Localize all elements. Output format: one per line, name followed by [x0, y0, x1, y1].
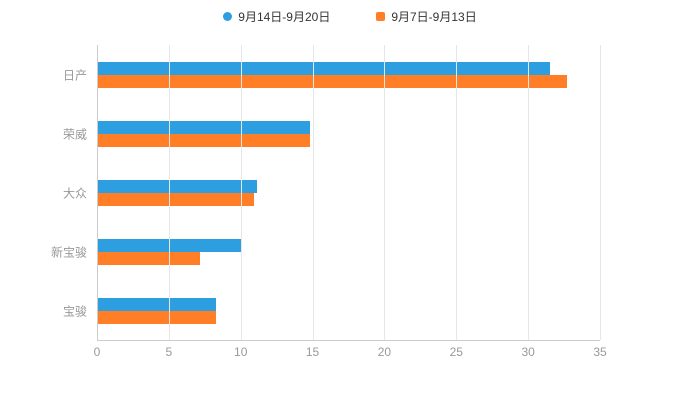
category-label: 大众 [62, 186, 87, 200]
category-row: 大众 [63, 163, 600, 222]
bar-9月7日-9月13日 [97, 192, 254, 206]
x-tick-label: 35 [593, 345, 607, 359]
legend-marker-orange-square-icon [376, 12, 386, 21]
category-label: 日产 [62, 68, 87, 82]
bar-9月7日-9月13日 [97, 74, 567, 88]
category-row: 宝骏 [63, 281, 600, 340]
x-tick-label: 25 [449, 345, 463, 359]
gridline [240, 45, 242, 340]
legend-marker-blue-circle-icon [223, 12, 233, 21]
bar-9月14日-9月20日 [97, 120, 310, 134]
bar-9月7日-9月13日 [97, 251, 201, 265]
category-row: 新宝骏 [51, 222, 600, 281]
plot-area: 日产荣威大众新宝骏宝骏 [51, 45, 601, 341]
bar-9月14日-9月20日 [97, 297, 217, 311]
category-label: 荣威 [62, 127, 87, 141]
bar-9月14日-9月20日 [97, 61, 550, 75]
bar-9月14日-9月20日 [97, 179, 257, 193]
x-tick-label: 5 [165, 345, 173, 359]
bar-9月7日-9月13日 [97, 310, 217, 324]
category-label: 新宝骏 [50, 245, 87, 259]
legend-label-week-sep7-13: 9月7日-9月13日 [391, 10, 477, 24]
chart-legend: 9月14日-9月20日 9月7日-9月13日 [0, 8, 700, 25]
x-tick-label: 20 [377, 345, 392, 359]
gridline [312, 45, 314, 340]
legend-item-week-sep7-13[interactable]: 9月7日-9月13日 [376, 8, 477, 25]
y-axis-line [97, 45, 98, 340]
x-tick-label: 15 [305, 345, 320, 359]
x-axis: 0 5 10 15 20 25 30 35 [93, 341, 607, 359]
gridline [384, 45, 386, 340]
legend-label-week-sep14-20: 9月14日-9月20日 [238, 10, 331, 24]
x-tick-label: 30 [521, 345, 535, 359]
category-row: 日产 [63, 45, 600, 104]
gridline [528, 45, 530, 340]
x-tick-label: 0 [93, 345, 101, 359]
legend-item-week-sep14-20[interactable]: 9月14日-9月20日 [223, 8, 330, 25]
gridline [600, 45, 601, 340]
category-label: 宝骏 [62, 304, 87, 318]
gridline [456, 45, 458, 340]
category-row: 荣威 [63, 104, 600, 163]
bar-9月7日-9月13日 [97, 133, 310, 147]
x-tick-label: 10 [234, 345, 248, 359]
bar-rows: 日产荣威大众新宝骏宝骏 [51, 45, 600, 340]
gridline [168, 45, 170, 340]
